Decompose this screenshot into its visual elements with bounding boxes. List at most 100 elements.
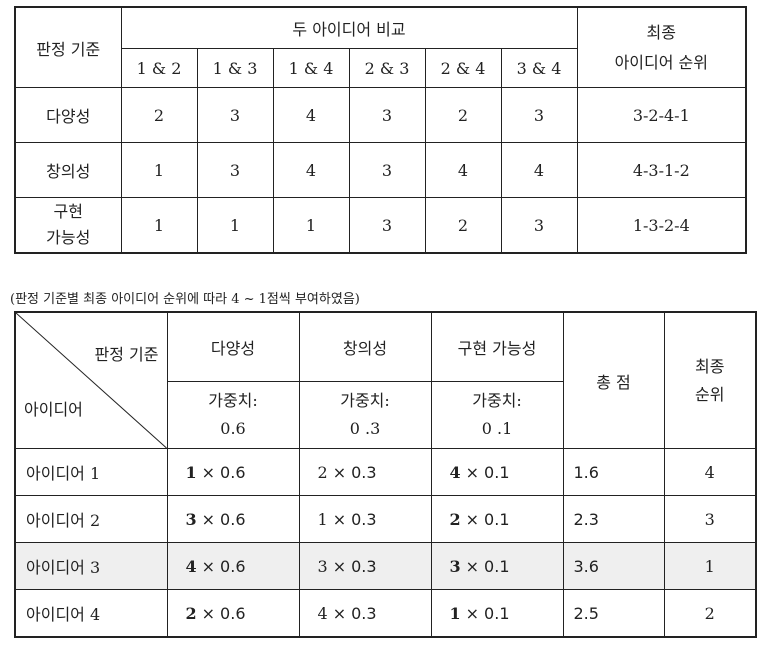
weight-multiplier: 0.3 [351,556,377,576]
comparison-cell: 3 [348,197,426,254]
weight-multiplier: 0.3 [351,603,377,623]
pair-header: 2 & 4 [424,48,502,88]
score-value: 4 [185,556,197,576]
weighted-score-cell: 3 × 0.1 [430,542,564,590]
weighted-score-cell: 2 × 0.1 [430,495,564,543]
times-sign: × [201,462,216,482]
final-rank-header-line1: 최종 [695,356,725,376]
compare-header: 두 아이디어 비교 [120,6,578,49]
total-score-cell: 1.6 [562,448,665,496]
score-value: 2 [185,603,197,623]
comparison-cell: 2 [424,197,502,254]
weight-multiplier: 0.6 [220,462,246,482]
final-rank-cell: 4 [663,448,757,496]
criterion-label: 다양성 [14,87,122,143]
comparison-cell: 3 [348,87,426,143]
diagonal-line [16,313,167,448]
final-rank-header: 최종 아이디어 순위 [576,6,747,88]
comparison-cell: 3 [500,197,578,254]
comparison-cell: 3 [500,87,578,143]
comparison-cell: 4 [424,142,502,198]
weighted-score-table: 판정 기준 아이디어 다양성 창의성 구현 가능성 총 점 최종 순위 가중치:… [14,311,757,638]
total-score-cell: 2.5 [562,589,665,638]
pair-header: 1 & 3 [196,48,274,88]
score-value: 3 [317,556,328,576]
times-sign: × [332,556,347,576]
weight-cell: 가중치: 0 .1 [430,381,564,449]
corner-criterion-label: 판정 기준 [94,345,159,364]
final-rank-cell: 3 [663,495,757,543]
corner-idea-label: 아이디어 [24,400,83,419]
criterion-header: 다양성 [166,311,300,382]
times-sign: × [332,603,347,623]
criterion-header: 판정 기준 [14,6,122,88]
times-sign: × [465,556,480,576]
rank-cell: 1-3-2-4 [576,197,747,254]
weight-multiplier: 0.3 [351,462,377,482]
pairwise-comparison-table: 판정 기준 두 아이디어 비교 최종 아이디어 순위 1 & 2 1 & 3 1… [14,6,748,254]
corner-header: 판정 기준 아이디어 [14,311,168,449]
times-sign: × [465,509,480,529]
table-row: 구현 가능성 1 1 1 3 2 3 1-3-2-4 [14,197,747,254]
score-value: 1 [449,603,461,623]
weight-multiplier: 0.6 [220,603,246,623]
weighted-score-cell: 4 × 0.1 [430,448,564,496]
comparison-cell: 3 [348,142,426,198]
idea-label: 아이디어 1 [14,448,168,496]
weight-multiplier: 0.6 [220,509,246,529]
comparison-cell: 4 [272,142,350,198]
score-value: 3 [449,556,461,576]
weight-multiplier: 0.3 [351,509,377,529]
weighted-score-cell: 3 × 0.6 [166,495,300,543]
weight-value: 0.6 [220,419,246,438]
weight-value: 0 .1 [481,419,513,438]
table-row: 창의성 1 3 4 3 4 4 4-3-1-2 [14,142,747,198]
idea-label: 아이디어 2 [14,495,168,543]
weighted-score-cell: 1 × 0.6 [166,448,300,496]
final-rank-header-line2: 순위 [695,384,725,404]
weight-multiplier: 0.1 [484,603,510,623]
rank-cell: 4-3-1-2 [576,142,747,198]
scoring-note: (판정 기준별 최종 아이디어 순위에 따라 4 ~ 1점씩 부여하였음) [10,292,360,307]
score-value: 2 [317,462,328,482]
weight-multiplier: 0.1 [484,556,510,576]
times-sign: × [201,556,216,576]
criterion-header: 창의성 [298,311,432,382]
weight-multiplier: 0.6 [220,556,246,576]
times-sign: × [332,462,347,482]
times-sign: × [465,462,480,482]
comparison-cell: 1 [272,197,350,254]
times-sign: × [465,603,480,623]
weight-multiplier: 0.1 [484,462,510,482]
weight-value: 0 .3 [349,419,381,438]
total-score-cell: 2.3 [562,495,665,543]
comparison-cell: 1 [196,197,274,254]
weighted-score-cell: 4 × 0.3 [298,589,432,638]
comparison-cell: 2 [424,87,502,143]
weight-label: 가중치: [208,391,258,410]
comparison-cell: 2 [120,87,198,143]
idea-label: 아이디어 3 [14,542,168,590]
pair-header: 3 & 4 [500,48,578,88]
final-rank-header: 최종 순위 [663,311,757,449]
table-row: 아이디어 2 3 × 0.6 1 × 0.3 2 × 0.1 2.3 3 [14,495,757,543]
weighted-score-cell: 1 × 0.1 [430,589,564,638]
score-value: 1 [185,462,197,482]
pair-header: 1 & 4 [272,48,350,88]
idea-label: 아이디어 4 [14,589,168,638]
criterion-label-line2: 가능성 [46,228,91,247]
final-rank-header-line1: 최종 [646,22,676,42]
times-sign: × [332,509,347,529]
comparison-cell: 4 [500,142,578,198]
times-sign: × [201,603,216,623]
total-header: 총 점 [562,311,665,449]
table-row: 아이디어 1 1 × 0.6 2 × 0.3 4 × 0.1 1.6 4 [14,448,757,496]
comparison-cell: 3 [196,142,274,198]
score-value: 4 [449,462,461,482]
criterion-label: 창의성 [14,142,122,198]
rank-cell: 3-2-4-1 [576,87,747,143]
table-row: 아이디어 3 4 × 0.6 3 × 0.3 3 × 0.1 3.6 1 [14,542,757,590]
weight-cell: 가중치: 0.6 [166,381,300,449]
criterion-header: 구현 가능성 [430,311,564,382]
score-value: 4 [317,603,328,623]
